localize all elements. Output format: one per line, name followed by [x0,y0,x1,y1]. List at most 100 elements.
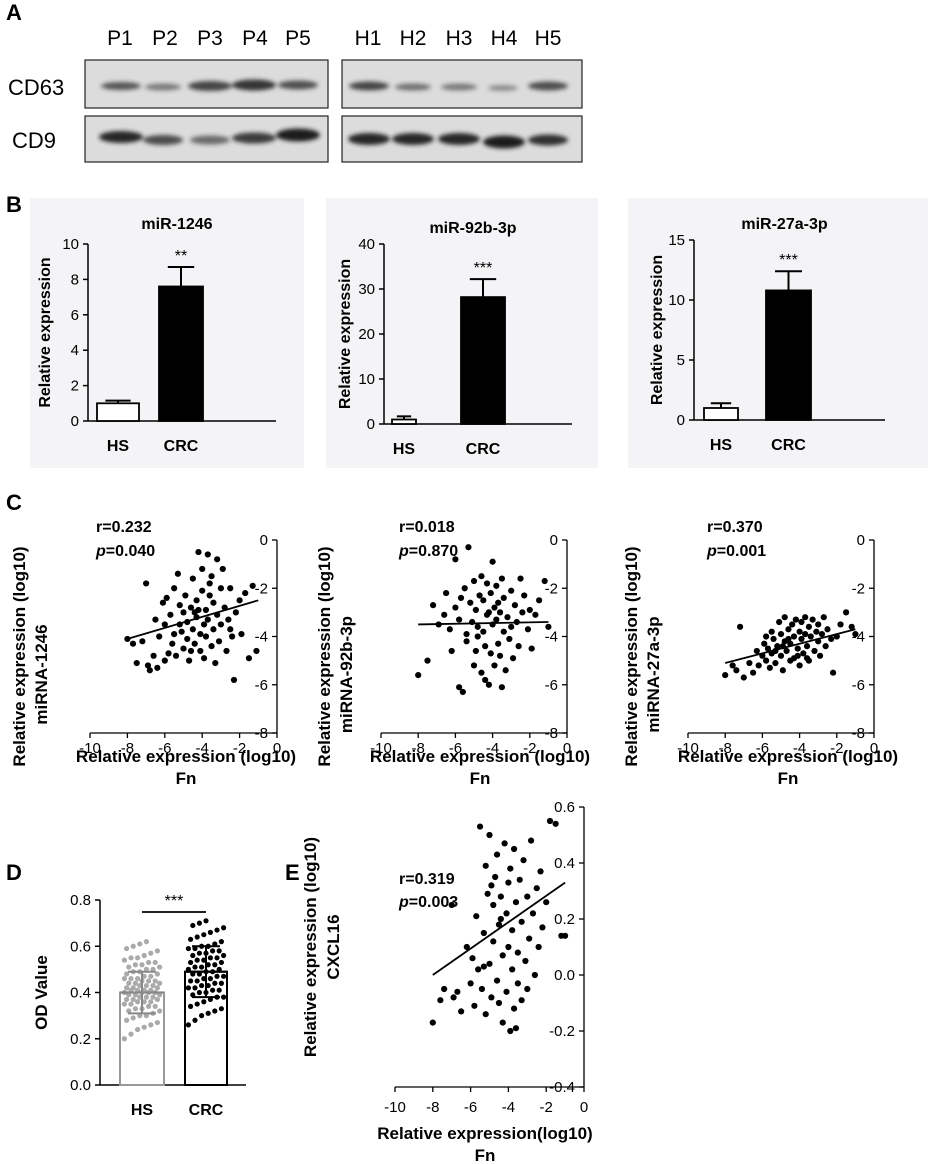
band [188,81,232,91]
blot-lane-labels: P1 P2 P3 P4 P5 H1 H2 H3 H4 H5 [107,27,561,50]
data-point [201,999,207,1005]
data-point [167,611,174,618]
data-point [770,635,777,643]
bar-crc [460,296,506,425]
y-axis-label: Relative expression [337,259,354,409]
data-point [792,616,799,623]
data-point [512,1025,520,1032]
data-point [199,982,205,989]
band [483,135,525,149]
data-point [516,876,523,883]
chart-c2: 0 -2 -4 -6 -8 -10 -8 -6 -4 -2 0 r=0.018 p=0.870 Relat… [315,519,590,788]
data-point [448,901,455,909]
data-point [196,989,202,996]
data-point [483,580,491,587]
lane-label-p1: P1 [107,27,133,50]
data-point [448,647,455,655]
band [348,133,390,145]
data-point [169,640,176,647]
data-point [794,652,801,659]
data-point [469,955,476,962]
data-point [161,621,168,628]
panel-label-d: D [6,860,22,885]
data-point [129,640,137,647]
correlation-r-label: r=0.370 [707,519,763,536]
data-point [519,609,526,616]
data-point [214,955,220,961]
data-point [783,647,790,655]
bar-crc [765,289,812,421]
data-point [207,976,213,982]
data-point [800,650,807,657]
y-axis-sublabel: miRNA-27a-3p [644,616,663,732]
data-point [495,599,502,606]
data-point [221,925,227,931]
lane-label-p3: P3 [197,27,223,50]
data-point [194,957,200,963]
data-point [253,647,260,655]
data-point [798,618,805,626]
data-point [437,997,444,1004]
x-tick-label: 0 [580,1099,588,1116]
band [528,134,568,146]
panel-label-b: B [6,192,22,217]
data-point [510,1005,518,1012]
data-point [190,922,196,929]
data-point [135,955,141,961]
data-point [508,587,515,594]
data-point [203,918,209,924]
data-point [733,667,740,674]
blot-cd9-p [84,115,329,163]
band [395,83,431,91]
chart-b1: miR-1246 0 2 4 6 8 10 Relative expression HS CRC *… [37,216,276,455]
data-point [128,1031,134,1037]
data-point [190,952,196,959]
data-point [514,949,521,956]
data-point [189,626,196,633]
data-point [496,652,504,659]
bar-hs [391,418,417,425]
data-point [493,582,500,589]
x-tick-label: -4 [502,1099,515,1116]
data-point [463,630,470,638]
data-point [137,941,143,947]
data-point [509,927,516,934]
data-point [159,599,167,606]
data-point [249,582,256,589]
y-tick-label: 5 [677,352,685,369]
p-value: =0.040 [106,543,155,560]
data-point [126,964,132,970]
x-category-label: HS [131,1102,154,1119]
data-point [480,597,487,604]
data-point [497,915,504,923]
data-point [191,609,198,616]
data-point [218,959,224,966]
data-point [152,959,158,966]
data-point [212,1008,218,1014]
data-point [207,955,213,961]
data-point [150,652,157,659]
data-point [785,626,792,633]
data-point [798,635,805,643]
data-point [180,609,187,616]
x-axis-sublabel: Fn [475,1146,496,1164]
data-point [729,662,736,669]
data-point [476,592,483,599]
data-point [777,652,785,659]
x-tick-label: -8 [719,740,732,757]
data-point [171,630,178,638]
data-point [531,971,538,979]
y-axis-sublabel: miRNA-1246 [32,624,51,724]
bar-crc [158,285,204,422]
data-point [482,643,489,650]
regression-line [432,881,566,976]
data-point [818,630,826,638]
data-point [190,992,196,998]
data-point [443,589,450,597]
data-point [218,939,224,945]
y-tick-label: 0.4 [554,855,575,872]
data-point [192,964,198,970]
data-point [139,962,145,968]
data-point [526,606,533,614]
blot-cd63-h [341,59,583,109]
